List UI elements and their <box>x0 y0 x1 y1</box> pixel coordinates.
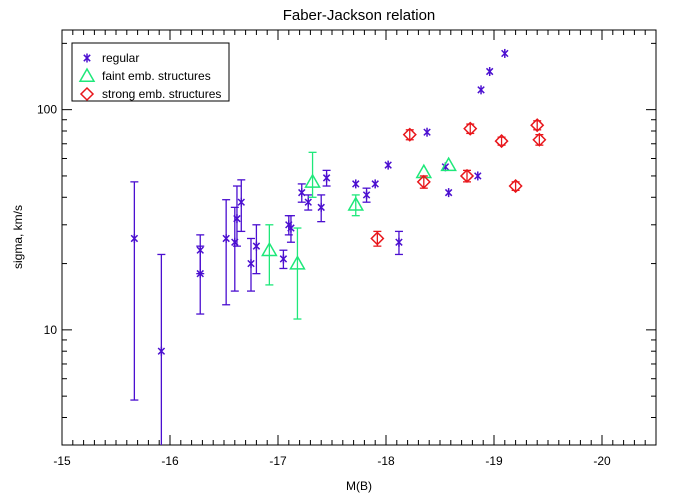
data-point <box>289 255 306 270</box>
legend-entry: faint emb. structures <box>78 67 211 83</box>
plot-frame <box>61 29 657 446</box>
x-tick-label: -20 <box>593 454 611 468</box>
error-bar <box>196 245 205 315</box>
data-point <box>247 259 255 269</box>
data-point <box>416 174 431 189</box>
data-point <box>222 233 230 243</box>
data-point <box>485 67 494 77</box>
data-point <box>440 156 457 172</box>
data-point <box>370 231 385 246</box>
x-tick-label: -18 <box>377 454 395 468</box>
data-point <box>279 254 288 264</box>
data-point <box>352 179 360 189</box>
data-marks <box>130 48 547 445</box>
data-point <box>362 190 371 200</box>
data-point <box>530 118 545 133</box>
error-bar <box>466 123 475 135</box>
data-point <box>261 241 278 257</box>
data-point <box>459 168 475 184</box>
data-point <box>477 85 485 95</box>
data-point <box>532 132 547 147</box>
chart-title: Faber-Jackson relation <box>283 7 436 24</box>
y-axis-label: sigma, km/s <box>11 205 25 269</box>
data-point <box>508 178 523 194</box>
x-axis-label: M(B) <box>346 479 372 493</box>
data-point <box>298 188 306 198</box>
legend-label: faint emb. structures <box>102 69 211 83</box>
data-point <box>233 214 241 224</box>
data-point <box>322 173 331 183</box>
data-point <box>196 269 204 279</box>
data-point <box>384 160 392 170</box>
legend-entry: regular <box>83 51 139 65</box>
data-point <box>395 237 403 247</box>
series-1 <box>261 151 457 320</box>
data-point <box>252 241 261 251</box>
data-point <box>444 188 453 198</box>
data-point <box>501 48 509 58</box>
data-point <box>371 179 379 189</box>
x-tick-label: -17 <box>269 454 287 468</box>
legend-box <box>71 42 230 102</box>
data-point <box>304 197 312 207</box>
legend-entry: strong emb. structures <box>79 86 221 102</box>
axis-ticks <box>61 30 657 446</box>
series-2 <box>370 118 547 247</box>
error-bar <box>222 199 231 306</box>
data-point <box>474 171 482 181</box>
y-tick-label: 100 <box>37 103 57 117</box>
data-point <box>402 127 417 142</box>
tick-labels: -15 -16 -17 -18 -19 -20 10 100 <box>37 103 611 468</box>
x-tick-label: -16 <box>161 454 179 468</box>
data-point <box>317 202 325 212</box>
error-bar <box>293 227 302 320</box>
legend: regular faint emb. structures strong emb. … <box>71 42 230 102</box>
data-point <box>347 196 365 211</box>
x-tick-label: -15 <box>53 454 71 468</box>
data-point <box>494 134 509 149</box>
data-point <box>304 173 321 188</box>
y-tick-label: 10 <box>44 323 58 337</box>
data-point <box>130 233 139 243</box>
error-bar <box>533 120 542 131</box>
legend-label: regular <box>102 51 139 65</box>
data-point <box>423 127 431 137</box>
series-0 <box>130 48 509 445</box>
data-point <box>157 346 166 356</box>
error-bar <box>130 181 139 401</box>
data-point <box>287 223 295 233</box>
legend-marker <box>83 53 91 63</box>
legend-marker <box>78 67 96 82</box>
legend-label: strong emb. structures <box>102 87 221 101</box>
x-tick-label: -19 <box>485 454 503 468</box>
data-point <box>237 197 246 207</box>
data-point <box>463 121 478 136</box>
legend-marker <box>79 86 95 102</box>
